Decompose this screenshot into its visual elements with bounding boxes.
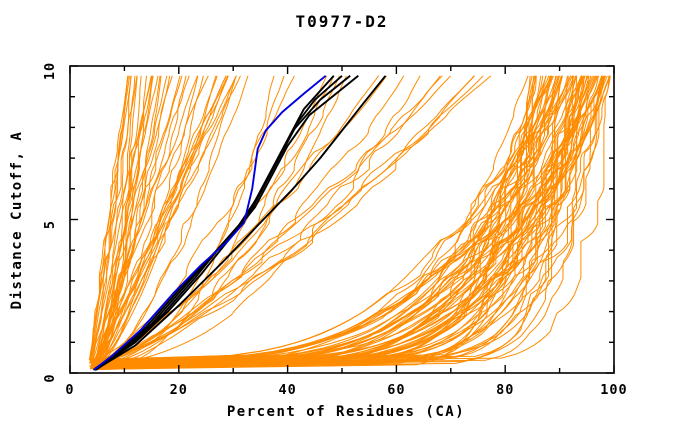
highlight-curves (92, 75, 387, 371)
ensemble-curves (88, 75, 611, 370)
svg-text:5: 5 (42, 220, 58, 229)
axis-frame (69, 65, 615, 374)
chart-title: T0977-D2 (295, 12, 388, 31)
x-axis-label: Percent of Residues (CA) (227, 404, 465, 420)
y-axis-label: Distance Cutoff, A (9, 131, 25, 310)
svg-text:100: 100 (600, 382, 627, 398)
svg-text:0: 0 (42, 373, 58, 382)
svg-text:40: 40 (278, 382, 296, 398)
reference-curve (93, 75, 327, 371)
tick-labels: 0 20 40 60 80 100 0 5 10 (42, 62, 627, 398)
svg-text:80: 80 (496, 382, 514, 398)
svg-text:10: 10 (42, 62, 58, 80)
svg-text:20: 20 (170, 382, 188, 398)
svg-text:60: 60 (387, 382, 405, 398)
svg-text:0: 0 (65, 382, 74, 398)
